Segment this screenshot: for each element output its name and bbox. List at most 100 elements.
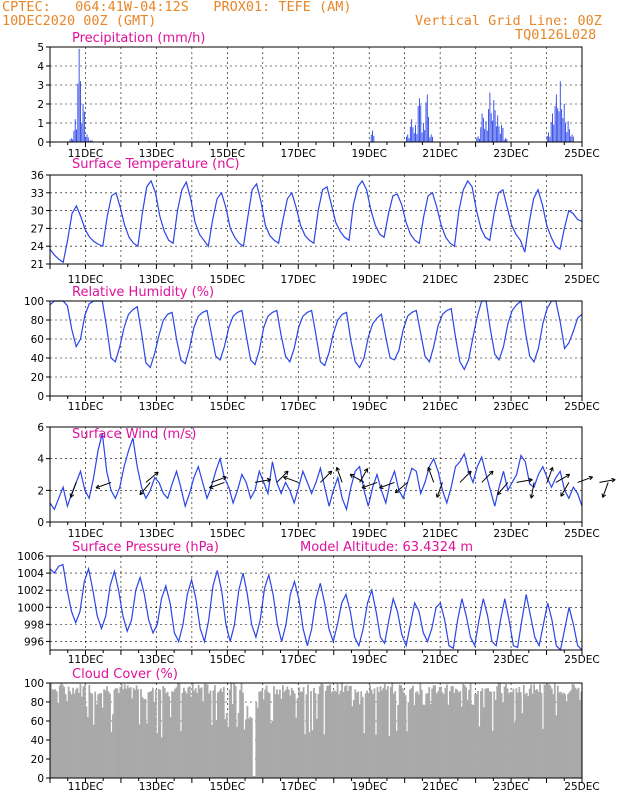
- cloud-bar: [425, 693, 428, 778]
- cloud-bar: [150, 690, 153, 778]
- cloud-bar: [357, 691, 360, 778]
- wind-arrow-head: [209, 487, 214, 489]
- cloud-bar: [249, 716, 252, 778]
- cloud-bar: [168, 696, 170, 778]
- cloud-bar: [73, 693, 76, 778]
- cloud-bar: [496, 686, 499, 778]
- cloud-bar: [156, 733, 159, 778]
- precip-bar: [412, 127, 414, 142]
- cloud-bar: [576, 689, 578, 778]
- wind-arrow: [459, 470, 472, 483]
- precip-bar: [488, 108, 490, 142]
- cloud-bar: [180, 731, 182, 778]
- y-tick-label: 0: [37, 517, 44, 529]
- precip-bar: [484, 128, 486, 142]
- wind-arrow-head: [379, 487, 384, 489]
- y-tick-label: 2: [37, 485, 44, 497]
- cloud-bar: [277, 694, 280, 778]
- precip-bar: [373, 135, 375, 142]
- precip-bar: [485, 121, 487, 142]
- y-tick-label: 996: [24, 636, 44, 648]
- cloud-bar: [301, 691, 303, 778]
- cloud-bar: [282, 685, 284, 778]
- wind-arrow: [336, 467, 343, 483]
- x-tick-label: 15DEC: [210, 274, 245, 286]
- cloud-bar: [135, 685, 138, 778]
- wind-arrow-head: [330, 470, 333, 476]
- x-tick-label: 21DEC: [422, 274, 457, 286]
- y-tick-label: 40: [31, 735, 44, 747]
- precip-bar: [70, 138, 72, 142]
- wind-arrow-head: [528, 477, 533, 481]
- cloud-bar: [434, 685, 436, 778]
- cloud-bar: [106, 686, 108, 778]
- cloud-bar: [187, 687, 190, 778]
- panel-title: Surface Pressure (hPa): [72, 540, 219, 555]
- cloud-bar: [335, 691, 337, 778]
- cloud-bar: [401, 688, 404, 778]
- wind-arrow-head: [361, 487, 367, 489]
- cloud-bar: [321, 684, 324, 778]
- cloud-bar: [466, 699, 469, 778]
- wind-arrow-head: [69, 493, 72, 498]
- cloud-bar: [203, 683, 206, 778]
- wind-arrow-head: [156, 471, 159, 477]
- cloud-bar: [236, 726, 238, 778]
- cloud-bar: [573, 684, 575, 778]
- cloud-bar: [404, 695, 407, 778]
- cloud-bar: [193, 690, 196, 778]
- cloud-bar: [369, 684, 371, 778]
- cloud-bar: [472, 704, 475, 778]
- y-tick-label: 36: [31, 170, 45, 182]
- cloud-bar: [181, 692, 184, 778]
- cloud-bar: [409, 689, 411, 778]
- x-tick-label: 25DEC: [564, 654, 599, 666]
- cloud-bar: [171, 691, 173, 778]
- cloud-bar: [376, 687, 379, 778]
- cloud-bar: [440, 686, 442, 778]
- precip-bar: [498, 126, 500, 142]
- wind-arrow-head: [327, 470, 332, 473]
- panel-1: 0 1 2 3 4 5 11DEC 13DEC 15DEC 17DEC 19DEC 21DEC 23DE…: [37, 31, 599, 160]
- precip-bar: [426, 94, 428, 142]
- panel-3: 0 20 40 60 80 100 11DEC 13DEC 15DEC 17DEC 19DEC 21D…: [24, 285, 600, 413]
- cloud-bar: [484, 688, 487, 778]
- precip-bar: [482, 117, 484, 142]
- cloud-bar: [222, 686, 225, 778]
- precip-bar: [502, 127, 504, 142]
- precip-bar: [568, 129, 570, 142]
- cloud-bar: [491, 730, 494, 778]
- cloud-bar: [82, 686, 85, 778]
- cloud-bar: [316, 718, 318, 778]
- header-line-2: 10DEC2020 00Z (GMT): [2, 13, 157, 29]
- cloud-bar: [481, 688, 484, 778]
- cloud-bar: [505, 683, 507, 778]
- cloud-bar: [480, 691, 482, 778]
- cloud-bar: [460, 706, 463, 778]
- cloud-bar: [531, 693, 534, 778]
- cloud-bar: [292, 690, 295, 778]
- cloud-bar: [437, 691, 439, 778]
- cloud-bar: [567, 693, 569, 778]
- cloud-bar: [239, 690, 241, 778]
- cloud-bar: [370, 689, 373, 778]
- cloud-bar: [372, 693, 374, 778]
- precip-bar: [490, 113, 492, 142]
- wind-arrow: [283, 476, 299, 483]
- precip-bar: [492, 120, 493, 142]
- x-tick-label: 23DEC: [493, 654, 528, 666]
- cloud-bar: [154, 689, 157, 778]
- cloud-bar: [453, 692, 456, 778]
- wind-arrow-head: [528, 479, 533, 483]
- y-tick-label: 80: [31, 697, 44, 709]
- precip-bar: [503, 139, 505, 142]
- precip-bar: [548, 132, 550, 142]
- precip-bar: [419, 98, 420, 142]
- x-tick-label: 11DEC: [68, 148, 103, 160]
- cloud-bar: [558, 692, 561, 778]
- x-tick-label: 19DEC: [351, 654, 386, 666]
- wind-arrow-head: [529, 494, 532, 499]
- wind-arrow-head: [335, 467, 338, 472]
- cloud-bar: [485, 688, 488, 778]
- cloud-bar: [286, 686, 289, 778]
